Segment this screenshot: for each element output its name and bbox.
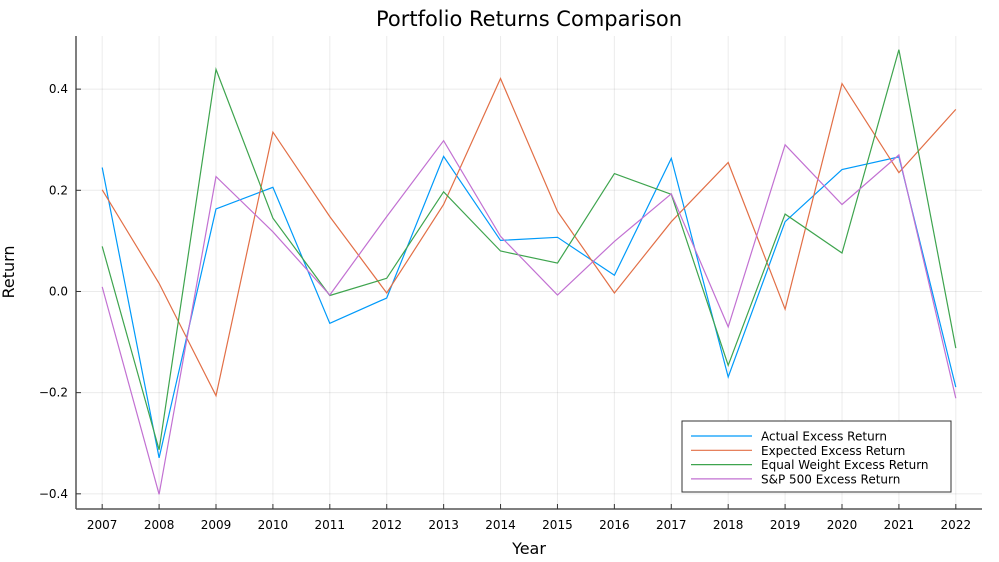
legend-label: Actual Excess Return [761, 430, 887, 444]
series-line-3 [101, 49, 957, 450]
x-tick-label: 2015 [542, 518, 573, 532]
y-tick-label: −0.4 [39, 487, 68, 501]
y-ticks: −0.4 −0.2 0.0 0.2 0.4 [39, 82, 81, 501]
axes [75, 36, 982, 510]
y-axis-label: Return [0, 245, 18, 298]
x-tick-label: 2009 [201, 518, 232, 532]
x-ticks: 2007 2008 2009 2010 2011 2012 2013 2014 2015 2016… [87, 504, 971, 532]
x-tick-label: 2019 [770, 518, 801, 532]
legend-label: S&P 500 Excess Return [761, 472, 900, 486]
x-tick-label: 2017 [656, 518, 687, 532]
x-axis-label: Year [511, 539, 546, 558]
x-tick-label: 2016 [599, 518, 630, 532]
x-tick-label: 2008 [144, 518, 175, 532]
x-tick-label: 2018 [713, 518, 744, 532]
series-line-2 [101, 77, 957, 398]
series-lines [101, 49, 957, 495]
legend-label: Equal Weight Excess Return [761, 458, 929, 472]
x-tick-label: 2010 [258, 518, 289, 532]
y-tick-label: 0.4 [49, 82, 68, 96]
x-tick-label: 2013 [428, 518, 459, 532]
x-tick-label: 2021 [884, 518, 915, 532]
y-tick-label: −0.2 [39, 386, 68, 400]
legend-box [681, 420, 952, 493]
y-tick-label: 0.2 [49, 183, 68, 197]
x-tick-label: 2011 [315, 518, 346, 532]
x-tick-label: 2014 [485, 518, 516, 532]
x-tick-label: 2020 [827, 518, 858, 532]
y-tick-label: 0.0 [49, 284, 68, 298]
chart-title: Portfolio Returns Comparison [376, 7, 682, 31]
x-tick-label: 2022 [941, 518, 972, 532]
x-tick-label: 2012 [371, 518, 402, 532]
series-line-1 [101, 155, 957, 459]
x-tick-label: 2007 [87, 518, 118, 532]
series-line-4 [101, 139, 957, 495]
legend-label: Expected Excess Return [761, 444, 905, 458]
